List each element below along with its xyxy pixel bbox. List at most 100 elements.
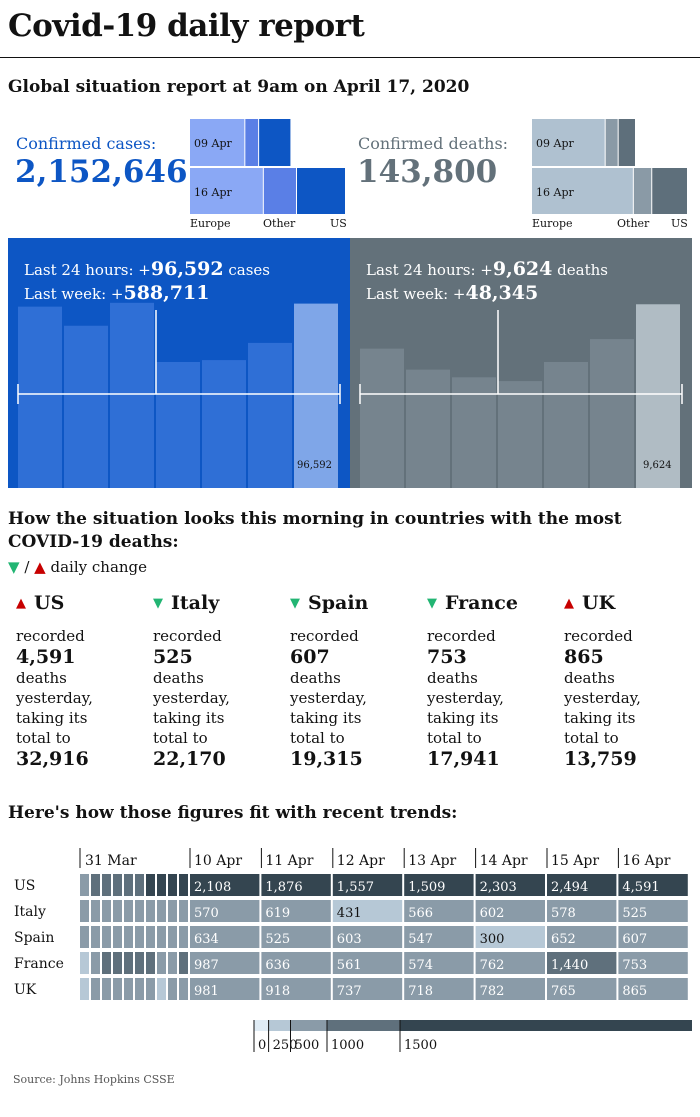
heatmap-early-cell bbox=[168, 926, 177, 948]
deaths-bar bbox=[498, 381, 542, 488]
heatmap-early-cell bbox=[157, 978, 166, 1000]
heatmap-cell bbox=[618, 952, 688, 974]
deaths-mini-chart: 09 Apr 16 Apr bbox=[532, 119, 688, 215]
heatmap-early-cell bbox=[146, 900, 155, 922]
cases-mini-col-europe: Europe bbox=[190, 217, 231, 230]
legend-label: daily change bbox=[50, 558, 148, 576]
heatmap-cell bbox=[332, 926, 403, 948]
heatmap-cell-value: 718 bbox=[408, 984, 433, 999]
heatmap-cell-value: 753 bbox=[622, 958, 647, 973]
heatmap-early-cell bbox=[179, 900, 188, 922]
cases-mini-col-us: US bbox=[330, 217, 347, 230]
scale-tick-label: 1500 bbox=[404, 1038, 437, 1053]
heatmap-early-cell bbox=[102, 978, 111, 1000]
heatmap-cell-value: 1,557 bbox=[337, 880, 374, 895]
heatmap-early-cell bbox=[102, 926, 111, 948]
cases-mini-row-label: 09 Apr bbox=[194, 137, 232, 150]
heatmap-cell bbox=[404, 874, 474, 896]
deaths-bar bbox=[544, 362, 588, 488]
cases-panel: Last 24 hours: +96,592 cases Last week: … bbox=[8, 238, 350, 488]
heatmap-cell-value: 602 bbox=[480, 906, 505, 921]
deaths-bar-chart bbox=[350, 238, 692, 488]
countries-title: How the situation looks this morning in … bbox=[8, 509, 622, 552]
country-text-line: total to bbox=[564, 729, 619, 747]
title-divider bbox=[0, 57, 700, 58]
country-text-line: taking its bbox=[153, 709, 225, 727]
heatmap-cell bbox=[547, 900, 617, 922]
heatmap-early-cell bbox=[124, 978, 133, 1000]
deaths-mini-europe-bar bbox=[532, 119, 605, 166]
country-text-line: yesterday, bbox=[564, 689, 641, 707]
cases-value: 2,152,646 bbox=[15, 154, 188, 190]
deaths-bar bbox=[636, 304, 680, 488]
country-total-deaths: 32,916 bbox=[16, 748, 89, 770]
deaths-week-prefix: Last week: + bbox=[366, 285, 466, 303]
heatmap-cell bbox=[475, 900, 545, 922]
heatmap-early-cell bbox=[179, 926, 188, 948]
cases-bar bbox=[156, 362, 200, 488]
heatmap-cell-value: 1,440 bbox=[551, 958, 588, 973]
scale-band bbox=[290, 1020, 327, 1031]
cases-mini-europe-bar bbox=[190, 168, 263, 215]
heatmap-cell-value: 566 bbox=[408, 906, 433, 921]
heatmap-cell bbox=[261, 900, 331, 922]
heatmap-row-label: Spain bbox=[14, 930, 54, 946]
heatmap-early-cell bbox=[102, 874, 111, 896]
deaths-24h-text: Last 24 hours: +9,624 deaths bbox=[366, 258, 608, 280]
trends-title: Here's how those figures fit with recent… bbox=[8, 803, 458, 823]
heatmap-cell bbox=[404, 952, 474, 974]
cases-bar bbox=[294, 303, 338, 488]
deaths-mini-col-europe: Europe bbox=[532, 217, 573, 230]
country-text-line: taking its bbox=[564, 709, 636, 727]
heatmap-cell-value: 765 bbox=[551, 984, 576, 999]
heatmap-row-label: US bbox=[14, 878, 35, 894]
heatmap-cell bbox=[618, 978, 688, 1000]
country-daily-deaths: 4,591 bbox=[16, 646, 76, 668]
heatmap-date-label: 15 Apr bbox=[551, 853, 599, 869]
cases-bar bbox=[248, 342, 292, 488]
heatmap-early-cell bbox=[157, 900, 166, 922]
cases-week-value: 588,711 bbox=[123, 282, 210, 304]
deaths-last-bar-label: 9,624 bbox=[643, 460, 672, 471]
heatmap-row-label: France bbox=[14, 956, 64, 972]
cases-24h-text: Last 24 hours: +96,592 cases bbox=[24, 258, 270, 280]
heatmap-row-label: UK bbox=[14, 982, 37, 998]
heatmap-early-cell bbox=[124, 874, 133, 896]
heatmap-early-cell bbox=[135, 874, 144, 896]
country-italy-heading: ▼ Italy bbox=[153, 592, 283, 614]
country-name: UK bbox=[582, 592, 616, 614]
deaths-mini-svg: 09 Apr 16 Apr bbox=[532, 119, 687, 215]
heatmap-cell bbox=[332, 874, 403, 896]
country-text-line: deaths bbox=[153, 669, 204, 687]
country-name: US bbox=[34, 592, 65, 614]
heatmap-cell bbox=[404, 900, 474, 922]
deaths-mini-col-other: Other bbox=[617, 217, 650, 230]
country-daily-deaths: 525 bbox=[153, 646, 193, 668]
scale-band bbox=[327, 1020, 400, 1031]
country-total-deaths: 19,315 bbox=[290, 748, 363, 770]
cases-mini-europe-bar bbox=[190, 119, 245, 166]
heatmap-cell bbox=[547, 874, 617, 896]
heatmap-early-cell bbox=[113, 978, 122, 1000]
country-text-line: recorded bbox=[290, 627, 359, 645]
country-text-line: total to bbox=[427, 729, 482, 747]
heatmap-early-cell bbox=[135, 926, 144, 948]
country-france: ▼ France recorded 753 deaths yesterday, t… bbox=[427, 592, 557, 770]
country-us-text: recorded 4,591 deaths yesterday, taking … bbox=[16, 626, 146, 770]
heatmap-early-cell bbox=[146, 978, 155, 1000]
heatmap-cell-value: 2,494 bbox=[551, 880, 588, 895]
cases-bar bbox=[64, 325, 108, 488]
heatmap-cell-value: 1,509 bbox=[408, 880, 445, 895]
country-text-line: recorded bbox=[564, 627, 633, 645]
cases-24h-value: 96,592 bbox=[150, 258, 224, 280]
country-spain-text: recorded 607 deaths yesterday, taking it… bbox=[290, 626, 420, 770]
heatmap-date-label: 12 Apr bbox=[337, 853, 385, 869]
heatmap-early-cell bbox=[157, 874, 166, 896]
deaths-mini-row-label: 16 Apr bbox=[536, 186, 574, 199]
country-us: ▲ US recorded 4,591 deaths yesterday, tak… bbox=[16, 592, 146, 770]
cases-mini-other-bar bbox=[245, 119, 259, 166]
heatmap-early-cell bbox=[102, 900, 111, 922]
heatmap-early-cell bbox=[168, 900, 177, 922]
deaths-week-value: 48,345 bbox=[465, 282, 539, 304]
scale-tick-label: 250 bbox=[273, 1038, 298, 1053]
